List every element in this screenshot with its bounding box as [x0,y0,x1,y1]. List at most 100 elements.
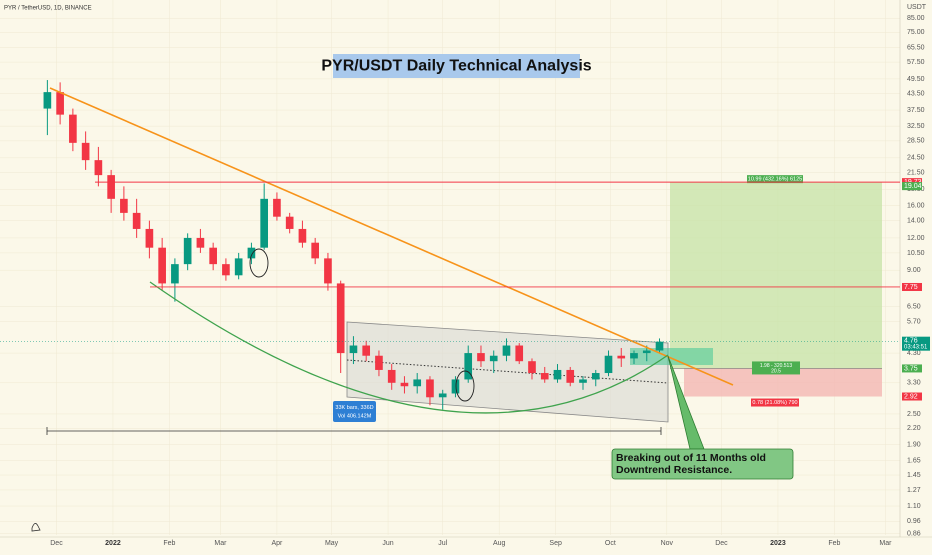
stats-box [333,401,376,422]
x-tick-label: Apr [271,540,283,547]
candle-body [81,142,90,161]
x-tick-label: 2022 [105,540,121,547]
candle-body [477,353,485,362]
candle-body [362,345,371,356]
y-tick-label: 1.90 [907,442,921,449]
price-marker [902,364,922,373]
candle-body [375,355,383,370]
candle-body [43,92,52,109]
y-tick-label: 10.50 [907,250,925,257]
y-tick-label: 32.50 [907,123,925,130]
channel-midline [346,359,669,384]
price-marker [902,392,922,401]
candle-body [145,228,154,248]
price-marker-label: 3.75 [904,365,918,372]
candle-body [336,283,345,354]
countdown-label: 03:43:51 [904,344,928,350]
candle-body [260,198,268,248]
candle-body [566,369,575,383]
callout: Breaking out of 11 Months old Downtrend … [616,452,766,476]
candle-body [196,237,205,248]
candle-body [655,341,664,351]
y-tick-label: 85.00 [907,15,925,22]
y-tick-label: 0.96 [907,518,921,525]
candle-body [222,264,230,276]
candle-body [438,393,447,398]
candle-body [464,353,473,380]
candle-body [630,353,638,359]
candle-body [349,345,358,354]
y-tick-label: 2.20 [907,425,921,432]
stats-text: Vol 406.142M [338,413,372,419]
y-tick-label: 24.50 [907,155,925,162]
y-tick-label: 12.00 [907,235,925,242]
stop-tag [751,398,799,407]
price-marker [902,282,922,291]
y-tick-label: 28.50 [907,138,925,145]
x-tick-label: Aug [493,540,506,547]
x-tick-label: Nov [661,540,674,547]
y-tick-label: 1.65 [907,457,921,464]
x-tick-label: Jun [382,540,393,547]
x-tick-label: Jul [438,540,447,547]
y-tick-label: 6.50 [907,304,921,311]
logo [31,523,41,532]
y-tick-label: 14.00 [907,217,925,224]
candle-body [171,264,179,284]
candle-body [56,92,64,115]
candle-body [426,379,434,398]
x-tick-label: Dec [715,540,728,547]
price-marker-label: 19.04 [904,183,922,190]
candle-body [158,247,166,284]
y-tick-label: 2.50 [907,411,921,418]
entry-tag [752,361,800,375]
x-tick-label: Feb [163,540,175,547]
candle-body [324,258,332,284]
candle-body [298,228,307,243]
currency-label: USDT [907,4,927,11]
candle-body [285,216,294,229]
candle-body [132,212,141,229]
callout-box [611,448,794,480]
candle-body [107,175,115,199]
price-axis [900,0,932,550]
last-price-marker [902,336,930,351]
title-box [333,54,580,78]
candle-body [209,247,217,265]
x-tick-label: Mar [214,540,227,547]
candles [43,80,664,410]
x-tick-label: 2023 [770,540,786,547]
breakout-zone [630,348,713,365]
price-marker-label: 7.75 [904,284,918,291]
symbol-label: PYR / TetherUSD, 1D, BINANCE [4,6,92,12]
candle-body [553,369,562,380]
candle-body [400,382,409,387]
candle-body [183,237,192,265]
callout-text: Breaking out of 11 Months old Downtrend … [616,452,766,476]
candle-body [247,247,256,259]
y-tick-label: 37.50 [907,107,925,114]
price-marker [902,182,922,191]
x-tick-label: Oct [605,540,616,547]
y-tick-label: 0.86 [907,531,921,538]
x-tick-label: Dec [50,540,63,547]
candle-body [413,379,422,387]
y-tick-label: 1.45 [907,472,921,479]
support-curve [149,281,669,414]
x-tick-label: Feb [828,540,840,547]
y-tick-label: 49.50 [907,76,925,83]
y-tick-label: 21.50 [907,169,925,176]
profit-zone [670,182,882,369]
target-label: 10.99 (432.16%) 6125 [748,177,802,183]
price-marker-label: 2.92 [904,393,918,400]
y-tick-label: 5.70 [907,318,921,325]
candle-body [515,345,524,362]
candle-body [604,355,613,374]
candle-body [579,379,587,383]
axis-labels: 85.00 75.00 65.50 57.50 49.50 43.50 37.50 32.50… [50,15,930,547]
y-tick-label: 75.00 [907,29,925,36]
candle-body [540,373,549,380]
candle-body [591,373,600,380]
candle-body [94,160,103,176]
